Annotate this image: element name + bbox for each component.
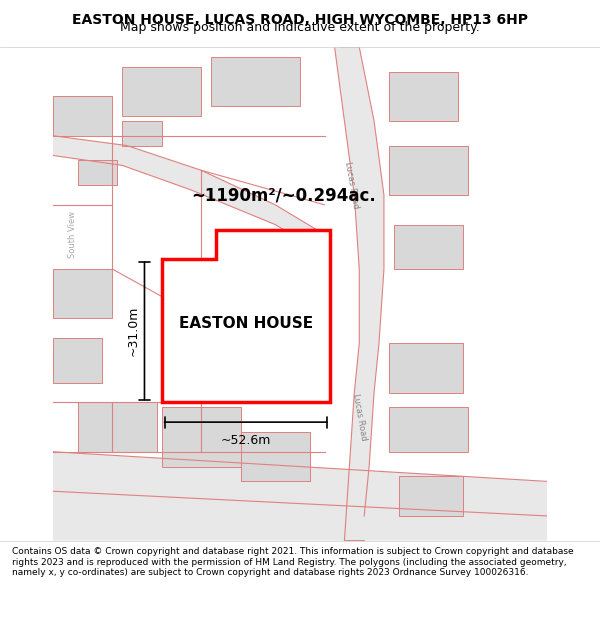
- Polygon shape: [53, 338, 103, 382]
- Polygon shape: [53, 136, 325, 254]
- Polygon shape: [389, 146, 468, 195]
- Polygon shape: [394, 224, 463, 269]
- Text: Contains OS data © Crown copyright and database right 2021. This information is : Contains OS data © Crown copyright and d…: [12, 548, 574, 577]
- Text: EASTON HOUSE: EASTON HOUSE: [179, 316, 313, 331]
- Text: ~52.6m: ~52.6m: [221, 434, 271, 447]
- Polygon shape: [211, 57, 300, 106]
- Polygon shape: [201, 274, 271, 333]
- Polygon shape: [389, 408, 468, 452]
- Text: Lucas Road: Lucas Road: [350, 393, 368, 441]
- Text: South View: South View: [68, 211, 77, 258]
- Polygon shape: [78, 161, 118, 185]
- Polygon shape: [122, 121, 162, 146]
- Polygon shape: [335, 47, 384, 541]
- Polygon shape: [241, 432, 310, 481]
- Polygon shape: [53, 96, 112, 136]
- Polygon shape: [53, 452, 547, 541]
- Text: Lucas Road: Lucas Road: [343, 161, 361, 209]
- Polygon shape: [78, 402, 157, 452]
- Polygon shape: [53, 269, 112, 318]
- Polygon shape: [389, 343, 463, 392]
- Polygon shape: [162, 229, 329, 402]
- Text: ~31.0m: ~31.0m: [127, 306, 140, 356]
- Polygon shape: [162, 408, 241, 466]
- Polygon shape: [399, 476, 463, 516]
- Text: EASTON HOUSE, LUCAS ROAD, HIGH WYCOMBE, HP13 6HP: EASTON HOUSE, LUCAS ROAD, HIGH WYCOMBE, …: [72, 13, 528, 27]
- Text: Map shows position and indicative extent of the property.: Map shows position and indicative extent…: [120, 21, 480, 34]
- Text: ~1190m²/~0.294ac.: ~1190m²/~0.294ac.: [191, 187, 376, 205]
- Polygon shape: [389, 71, 458, 121]
- Polygon shape: [122, 67, 201, 116]
